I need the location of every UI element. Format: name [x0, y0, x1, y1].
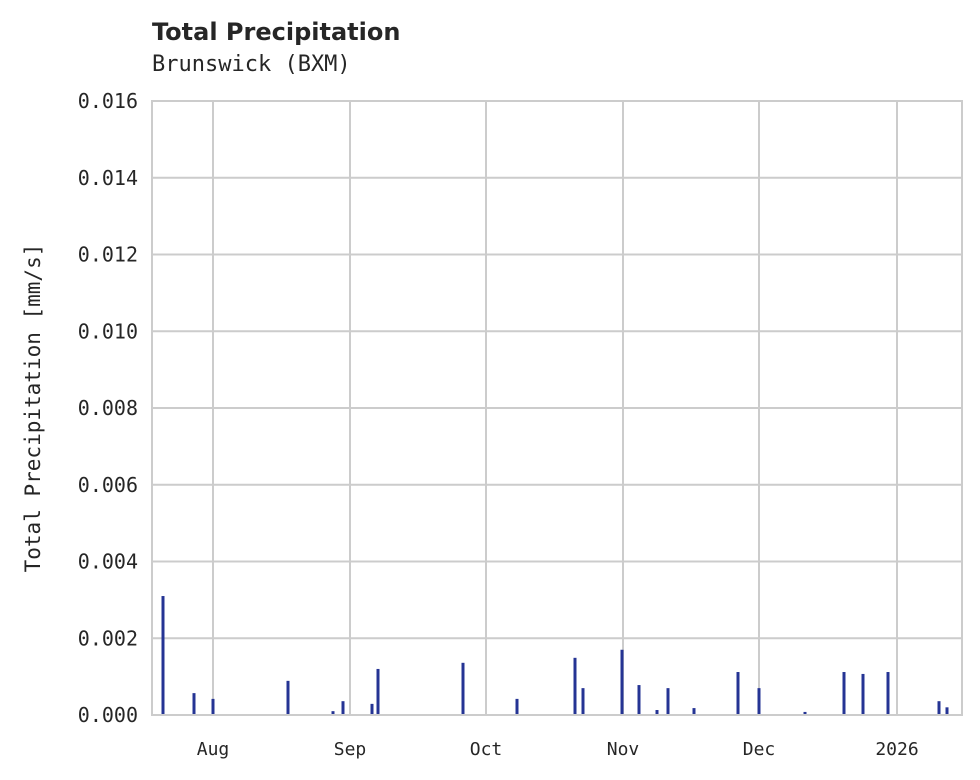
y-tick-label: 0.016: [78, 89, 138, 113]
precipitation-bar: [192, 693, 196, 715]
x-tick-label: 2026: [875, 739, 918, 760]
gridlines: [152, 100, 962, 716]
y-tick-label: 0.010: [78, 319, 138, 343]
precipitation-bar: [211, 698, 215, 715]
y-axis-ticks: 0.000 0.002 0.004 0.006 0.008 0.010 0.012 0.014…: [78, 89, 138, 727]
precipitation-bar: [461, 662, 465, 715]
x-tick-label: Oct: [470, 739, 503, 760]
y-tick-label: 0.012: [78, 243, 138, 267]
x-axis-ticks: Aug Sep Oct Nov Dec 2026: [197, 739, 919, 760]
precipitation-bar: [757, 688, 761, 715]
precipitation-bar: [692, 708, 696, 715]
plot-frame: [151, 100, 963, 716]
precipitation-bar: [286, 680, 290, 715]
y-tick-label: 0.002: [78, 626, 138, 650]
chart-subtitle: Brunswick (BXM): [152, 52, 351, 77]
precipitation-bar: [937, 701, 941, 715]
precipitation-bar: [945, 707, 949, 715]
x-tick-label: Aug: [197, 739, 230, 760]
precipitation-bar: [637, 685, 641, 715]
x-tick-label: Nov: [607, 739, 640, 760]
y-tick-label: 0.014: [78, 166, 138, 190]
precipitation-bars: [161, 596, 949, 715]
precipitation-bar: [655, 710, 659, 715]
precipitation-bar: [515, 698, 519, 715]
y-tick-label: 0.008: [78, 396, 138, 420]
precipitation-bar: [331, 711, 335, 715]
precipitation-bar: [370, 703, 374, 715]
y-tick-label: 0.000: [78, 703, 138, 727]
precipitation-bar: [842, 672, 846, 715]
precipitation-bar: [581, 688, 585, 715]
precipitation-bar: [666, 688, 670, 715]
precipitation-bar: [736, 672, 740, 715]
precipitation-bar: [861, 673, 865, 715]
precipitation-bar: [573, 657, 577, 715]
x-tick-label: Sep: [334, 739, 367, 760]
y-tick-label: 0.004: [78, 550, 138, 574]
precipitation-bar: [803, 711, 807, 715]
precipitation-bar: [376, 668, 380, 715]
precipitation-bar: [886, 672, 890, 715]
x-tick-label: Dec: [743, 739, 776, 760]
precipitation-bar: [161, 596, 165, 715]
y-tick-label: 0.006: [78, 473, 138, 497]
precipitation-bar: [341, 701, 345, 715]
precipitation-bar: [620, 649, 624, 715]
chart-title: Total Precipitation: [152, 18, 401, 46]
